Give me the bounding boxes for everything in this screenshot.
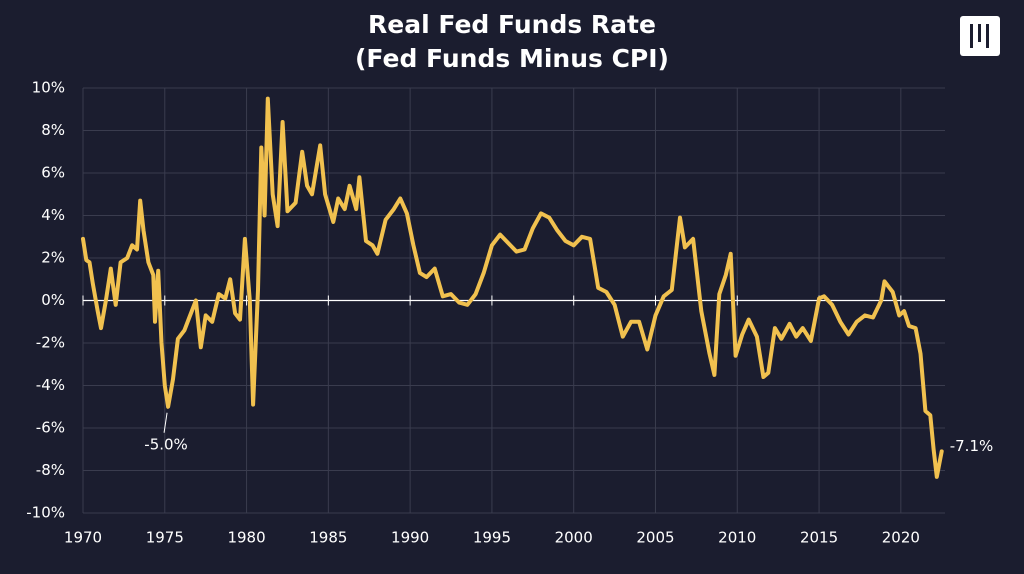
y-tick-label: -6%: [36, 419, 65, 437]
chart-subtitle: (Fed Funds Minus CPI): [355, 44, 669, 73]
y-tick-label: -8%: [36, 461, 65, 479]
y-tick-label: 4%: [41, 206, 65, 224]
annotation-pointer: [163, 412, 168, 433]
x-tick-label: 2005: [636, 529, 674, 547]
y-tick-label: -2%: [36, 334, 65, 352]
y-tick-label: -10%: [26, 504, 65, 522]
x-tick-label: 1985: [309, 529, 347, 547]
y-tick-label: 8%: [41, 121, 65, 139]
x-tick-label: 2000: [555, 529, 593, 547]
x-tick-label: 2020: [882, 529, 920, 547]
annotation: -7.1%: [950, 437, 994, 455]
logo: [960, 16, 1000, 56]
x-tick-label: 1975: [146, 529, 184, 547]
annotation: -5.0%: [144, 435, 188, 453]
y-tick-label: 0%: [41, 291, 65, 309]
y-tick-label: 2%: [41, 249, 65, 267]
y-tick-label: -4%: [36, 376, 65, 394]
x-tick-label: 1990: [391, 529, 429, 547]
line-series: [81, 96, 944, 479]
x-tick-label: 1995: [473, 529, 511, 547]
x-tick-label: 1970: [64, 529, 102, 547]
x-tick-label: 2015: [800, 529, 838, 547]
x-tick-label: 1980: [227, 529, 265, 547]
y-tick-label: 10%: [32, 79, 65, 97]
x-tick-label: 2010: [718, 529, 756, 547]
y-tick-label: 6%: [41, 164, 65, 182]
chart-title: Real Fed Funds Rate: [368, 10, 656, 39]
